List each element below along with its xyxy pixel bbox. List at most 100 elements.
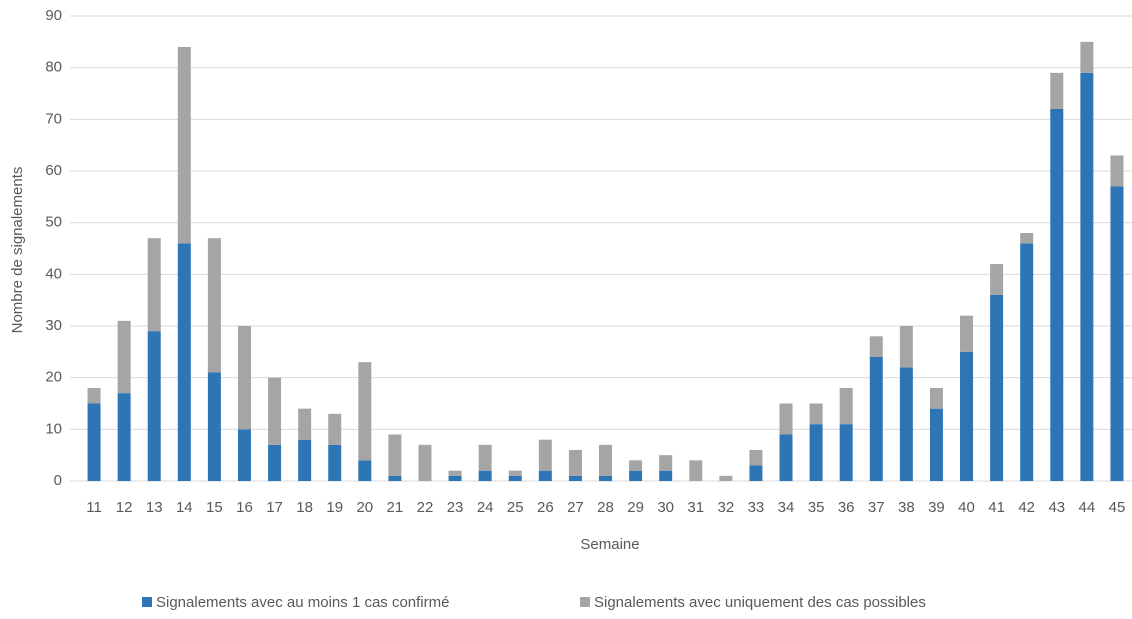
bar-segment — [1050, 109, 1064, 481]
bar-segment — [388, 434, 402, 476]
y-tick-label: 10 — [45, 420, 62, 437]
bar-segment — [599, 475, 612, 481]
bar-segment — [87, 403, 101, 481]
bar-segment — [117, 393, 131, 481]
y-tick-label: 0 — [54, 472, 62, 489]
x-tick-label: 30 — [657, 499, 674, 516]
bar-segment — [207, 372, 221, 481]
bar-segment — [659, 470, 673, 481]
bar-segment — [749, 465, 763, 481]
bar-segment — [508, 475, 522, 481]
x-tick-label: 43 — [1048, 499, 1065, 516]
bar-segment — [960, 315, 974, 352]
x-tick-label: 37 — [868, 499, 885, 516]
y-axis-title: Nombre de signalements — [9, 167, 26, 334]
bar-segment — [207, 238, 221, 373]
bar-segment — [689, 460, 703, 481]
bar-segment — [1020, 243, 1034, 481]
bar-segment — [268, 444, 282, 481]
bar-segment — [659, 455, 673, 471]
x-tick-label: 38 — [898, 499, 915, 516]
x-tick-label: 36 — [838, 499, 855, 516]
y-tick-label: 80 — [45, 59, 62, 76]
bar-segment — [599, 444, 612, 476]
x-tick-label: 45 — [1109, 499, 1126, 516]
legend-label: Signalements avec uniquement des cas pos… — [594, 594, 926, 611]
bar-segment — [328, 413, 342, 445]
y-tick-label: 40 — [45, 265, 62, 282]
y-tick-label: 90 — [45, 7, 62, 24]
bar-segment — [869, 357, 883, 481]
x-tick-label: 20 — [356, 499, 373, 516]
x-tick-label: 40 — [958, 499, 975, 516]
x-tick-label: 32 — [717, 499, 734, 516]
bar-segment — [809, 424, 823, 481]
y-tick-label: 50 — [45, 214, 62, 231]
x-tick-label: 35 — [808, 499, 825, 516]
x-tick-label: 22 — [417, 499, 434, 516]
bar-segment — [538, 470, 552, 481]
bar-segment — [298, 408, 312, 440]
x-tick-label: 13 — [146, 499, 163, 516]
x-tick-label: 21 — [387, 499, 404, 516]
bar-segment — [268, 377, 282, 445]
bar-segment — [448, 470, 462, 476]
x-tick-label: 42 — [1018, 499, 1035, 516]
x-tick-label: 19 — [326, 499, 343, 516]
bar-segment — [779, 403, 793, 435]
legend-swatch — [142, 597, 152, 607]
bar-segment — [839, 388, 853, 425]
bar-segment — [629, 460, 643, 471]
bar-segment — [1110, 155, 1124, 187]
x-tick-label: 23 — [447, 499, 464, 516]
x-tick-label: 17 — [266, 499, 283, 516]
bar-segment — [990, 295, 1004, 481]
x-tick-label: 31 — [687, 499, 704, 516]
bar-segment — [990, 264, 1004, 295]
bar-segment — [147, 238, 161, 332]
bar-segment — [478, 444, 492, 471]
bar-segment — [177, 243, 191, 481]
bar-segment — [869, 336, 883, 357]
y-tick-label: 30 — [45, 317, 62, 334]
bar-segment — [298, 439, 312, 481]
bar-segment — [448, 475, 462, 481]
bar-segment — [418, 444, 432, 481]
bar-segment — [568, 475, 582, 481]
y-tick-label: 20 — [45, 369, 62, 386]
x-tick-label: 26 — [537, 499, 554, 516]
bar-segment — [1050, 72, 1064, 109]
x-tick-label: 44 — [1079, 499, 1096, 516]
bar-segment — [358, 460, 372, 481]
bar-segment — [899, 367, 913, 481]
x-tick-label: 39 — [928, 499, 945, 516]
bar-segment — [328, 444, 342, 481]
x-tick-label: 18 — [296, 499, 313, 516]
bar-segment — [358, 362, 372, 461]
x-tick-label: 27 — [567, 499, 584, 516]
bar-segment — [779, 434, 793, 481]
y-tick-label: 60 — [45, 162, 62, 179]
bar-segment — [1110, 186, 1124, 481]
x-tick-label: 34 — [778, 499, 795, 516]
bar-segment — [839, 424, 853, 481]
bar-segment — [117, 320, 131, 394]
x-tick-label: 33 — [748, 499, 765, 516]
bar-segment — [568, 450, 582, 476]
bar-segment — [237, 326, 251, 430]
legend-label: Signalements avec au moins 1 cas confirm… — [156, 594, 449, 611]
bar-segment — [478, 470, 492, 481]
bar-segment — [87, 388, 101, 404]
bar-segment — [1080, 41, 1094, 73]
x-tick-label: 28 — [597, 499, 614, 516]
bar-segment — [1080, 72, 1094, 481]
bar-segment — [508, 470, 522, 476]
bar-segment — [237, 429, 251, 481]
x-tick-label: 25 — [507, 499, 524, 516]
bar-segment — [809, 403, 823, 425]
bar-segment — [388, 475, 402, 481]
x-axis-title: Semaine — [580, 536, 639, 553]
bar-segment — [719, 475, 733, 481]
x-tick-label: 16 — [236, 499, 253, 516]
